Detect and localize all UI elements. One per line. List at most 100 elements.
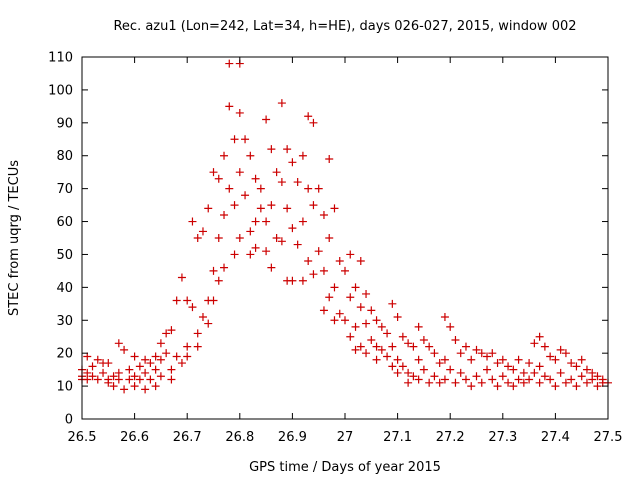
data-point: [325, 155, 334, 164]
data-point: [341, 316, 349, 325]
data-point: [277, 178, 286, 187]
data-point: [335, 257, 344, 266]
data-point: [388, 299, 397, 308]
y-tick-label: 80: [56, 149, 73, 164]
data-point: [304, 184, 313, 193]
data-point: [162, 329, 171, 338]
data-point: [251, 243, 260, 252]
data-point: [125, 365, 134, 374]
data-point: [372, 342, 381, 351]
data-point: [214, 234, 223, 242]
data-point: [456, 368, 465, 377]
data-point: [561, 349, 570, 358]
x-tick-label: 26.9: [278, 430, 307, 445]
data-point: [383, 352, 392, 361]
data-point: [225, 184, 234, 193]
data-point: [509, 382, 518, 391]
data-point: [251, 217, 260, 226]
data-point: [209, 168, 218, 177]
data-point: [304, 257, 313, 266]
data-point: [425, 342, 434, 351]
data-point: [477, 349, 486, 358]
data-point: [440, 312, 449, 321]
data-point: [393, 368, 402, 377]
data-point: [341, 266, 349, 275]
data-point: [220, 151, 229, 160]
x-tick-label: 27.5: [594, 430, 623, 445]
plot-area: [78, 59, 612, 394]
data-point: [351, 345, 360, 354]
data-point: [535, 362, 544, 371]
data-point: [93, 355, 102, 364]
data-point: [214, 276, 223, 285]
x-tick-label: 26.8: [225, 430, 254, 445]
data-point: [246, 250, 255, 259]
data-point: [235, 108, 244, 117]
data-point: [141, 368, 150, 377]
data-point: [467, 355, 476, 364]
data-point: [414, 375, 423, 384]
data-point: [141, 385, 150, 394]
data-point: [351, 322, 360, 331]
data-point: [488, 349, 497, 358]
x-tick-label: 27: [337, 430, 354, 445]
y-tick-label: 30: [56, 314, 73, 329]
data-point: [120, 385, 129, 394]
data-point: [488, 375, 497, 384]
data-point: [109, 382, 118, 391]
y-tick-label: 110: [48, 51, 73, 66]
data-point: [461, 342, 470, 351]
data-point: [130, 372, 139, 381]
data-point: [446, 322, 455, 331]
data-point: [288, 224, 297, 233]
data-point: [330, 283, 339, 292]
data-point: [198, 227, 207, 236]
data-point: [362, 289, 371, 298]
data-point: [472, 372, 481, 381]
data-point: [283, 204, 292, 213]
data-point: [309, 201, 318, 210]
data-point: [567, 359, 576, 368]
data-point: [551, 382, 560, 391]
data-point: [330, 204, 339, 213]
data-point: [246, 151, 255, 160]
data-point: [325, 293, 334, 302]
data-point: [162, 349, 171, 358]
data-point: [372, 316, 381, 325]
data-point: [172, 296, 181, 305]
data-point: [556, 368, 565, 377]
data-point: [367, 336, 376, 345]
data-point: [351, 283, 360, 292]
data-point: [419, 336, 428, 345]
data-point: [477, 378, 486, 387]
data-point: [519, 378, 528, 387]
data-point: [267, 145, 276, 154]
data-point: [535, 378, 544, 387]
data-point: [241, 135, 250, 144]
data-point: [593, 382, 602, 391]
data-point: [193, 342, 202, 351]
data-point: [230, 201, 239, 210]
data-point: [93, 375, 102, 384]
data-point: [177, 273, 186, 282]
data-point: [188, 217, 197, 226]
data-point: [125, 375, 134, 384]
data-point: [193, 234, 202, 242]
data-point: [535, 332, 544, 341]
y-tick-label: 0: [65, 413, 73, 428]
data-point: [309, 118, 318, 127]
data-point: [551, 355, 560, 364]
data-point: [267, 201, 276, 210]
data-point: [314, 184, 323, 193]
x-tick-label: 26.7: [173, 430, 202, 445]
x-tick-label: 27.1: [383, 430, 412, 445]
data-point: [151, 382, 160, 391]
data-point: [177, 359, 186, 368]
y-tick-label: 20: [56, 347, 73, 362]
y-tick-label: 40: [56, 281, 73, 296]
data-point: [504, 362, 513, 371]
data-point: [430, 372, 439, 381]
data-point: [156, 372, 165, 381]
